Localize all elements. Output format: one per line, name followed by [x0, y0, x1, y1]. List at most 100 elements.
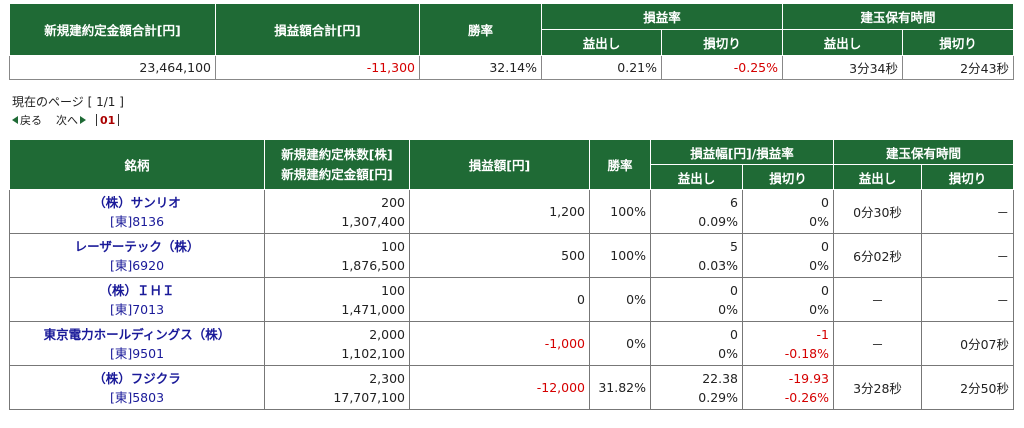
- summary-hold-profit: 3分34秒: [782, 55, 904, 80]
- stock-name-link[interactable]: 東京電力ホールディングス（株）: [43, 326, 231, 342]
- stock-code-link[interactable]: [東]6920: [109, 257, 165, 273]
- table-row: レーザーテック（株） [東]6920 100 1,876,500 500 100…: [9, 233, 1015, 278]
- triangle-right-icon: [80, 116, 86, 124]
- pl-value: 1,200: [409, 189, 590, 234]
- hold-profit-value: －: [833, 277, 922, 322]
- win-rate-value: 100%: [589, 189, 651, 234]
- amount-value: 1,307,400: [341, 213, 405, 229]
- header-detail-win-rate: 勝率: [589, 139, 651, 190]
- hold-loss-value: －: [920, 277, 1015, 322]
- pl-loss-cell: -19.93 -0.26%: [742, 365, 834, 410]
- header-detail-hold-loss: 損切り: [920, 164, 1015, 190]
- loss-width: 0: [821, 238, 829, 254]
- pl-loss-cell: -1 -0.18%: [742, 321, 834, 366]
- header-total-amount: 新規建約定金額合計[円]: [9, 3, 216, 56]
- qty-amount-cell: 100 1,471,000: [264, 277, 410, 322]
- amount-value: 1,471,000: [341, 301, 405, 317]
- pl-value: -1,000: [409, 321, 590, 366]
- prev-label: 戻る: [20, 114, 42, 127]
- pl-loss-cell: 0 0%: [742, 277, 834, 322]
- loss-rate: 0%: [809, 301, 829, 317]
- stock-name-link[interactable]: レーザーテック（株）: [74, 238, 200, 254]
- pl-value: 500: [409, 233, 590, 278]
- stock-code-link[interactable]: [東]5803: [109, 389, 165, 405]
- stock-code-link[interactable]: [東]7013: [109, 301, 165, 317]
- header-detail-hold-profit: 益出し: [833, 164, 922, 190]
- win-rate-value: 100%: [589, 233, 651, 278]
- loss-width: 0: [821, 194, 829, 210]
- profit-rate: 0.03%: [698, 257, 738, 273]
- hold-loss-value: 0分07秒: [920, 321, 1015, 366]
- stock-name-link[interactable]: （株）ＩＨＩ: [99, 282, 175, 298]
- header-pl-rate-loss: 損切り: [660, 29, 784, 56]
- page-separator-right: [118, 114, 120, 126]
- summary-total-pl: -11,300: [215, 55, 420, 80]
- table-row: （株）ＩＨＩ [東]7013 100 1,471,000 0 0% 0 0% 0…: [9, 277, 1015, 322]
- header-pl-width: 損益幅[円]/損益率: [650, 139, 834, 165]
- qty-value: 100: [381, 238, 405, 254]
- loss-width: 0: [821, 282, 829, 298]
- stock-code-link[interactable]: [東]9501: [109, 345, 165, 361]
- hold-profit-value: 6分02秒: [833, 233, 922, 278]
- hold-profit-value: 0分30秒: [833, 189, 922, 234]
- loss-rate: -0.26%: [784, 389, 829, 405]
- qty-amount-cell: 100 1,876,500: [264, 233, 410, 278]
- page-number-link[interactable]: 01: [100, 113, 116, 127]
- profit-width: 22.38: [702, 370, 738, 386]
- loss-rate: -0.18%: [784, 345, 829, 361]
- loss-width: -1: [816, 326, 829, 342]
- win-rate-value: 0%: [589, 277, 651, 322]
- header-hold-profit: 益出し: [782, 29, 904, 56]
- pl-profit-cell: 0 0%: [650, 277, 743, 322]
- prev-link[interactable]: 戻る: [12, 112, 42, 128]
- profit-width: 0: [730, 282, 738, 298]
- qty-value: 200: [381, 194, 405, 210]
- summary-pl-rate-profit: 0.21%: [541, 55, 662, 80]
- loss-width: -19.93: [788, 370, 829, 386]
- header-pl: 損益額[円]: [409, 139, 590, 190]
- win-rate-value: 31.82%: [589, 365, 651, 410]
- profit-rate: 0.09%: [698, 213, 738, 229]
- summary-pl-rate-loss: -0.25%: [660, 55, 784, 80]
- stock-cell: レーザーテック（株） [東]6920: [9, 233, 265, 278]
- pl-profit-cell: 6 0.09%: [650, 189, 743, 234]
- header-amount: 新規建約定金額[円]: [281, 166, 393, 182]
- pl-profit-cell: 22.38 0.29%: [650, 365, 743, 410]
- stock-name-link[interactable]: （株）フジクラ: [93, 370, 181, 386]
- stock-cell: （株）サンリオ [東]8136: [9, 189, 265, 234]
- summary-table: 新規建約定金額合計[円] 損益額合計[円] 勝率 損益率 建玉保有時間 益出し …: [9, 3, 1015, 80]
- profit-rate: 0%: [718, 301, 738, 317]
- profit-width: 5: [730, 238, 738, 254]
- header-stock: 銘柄: [9, 139, 265, 190]
- qty-value: 100: [381, 282, 405, 298]
- pl-value: 0: [409, 277, 590, 322]
- profit-width: 6: [730, 194, 738, 210]
- summary-hold-loss: 2分43秒: [902, 55, 1015, 80]
- win-rate-value: 0%: [589, 321, 651, 366]
- profit-rate: 0.29%: [698, 389, 738, 405]
- amount-value: 17,707,100: [333, 389, 405, 405]
- qty-amount-cell: 2,000 1,102,100: [264, 321, 410, 366]
- stock-name-link[interactable]: （株）サンリオ: [93, 194, 181, 210]
- stock-cell: （株）ＩＨＩ [東]7013: [9, 277, 265, 322]
- summary-total-amount: 23,464,100: [9, 55, 216, 80]
- qty-amount-cell: 200 1,307,400: [264, 189, 410, 234]
- stock-code-link[interactable]: [東]8136: [109, 213, 165, 229]
- hold-loss-value: －: [920, 189, 1015, 234]
- header-pl-rate-profit: 益出し: [541, 29, 662, 56]
- table-row: （株）フジクラ [東]5803 2,300 17,707,100 -12,000…: [9, 365, 1015, 410]
- pager: 戻る 次へ 01: [12, 112, 121, 128]
- profit-rate: 0%: [718, 345, 738, 361]
- hold-loss-value: －: [920, 233, 1015, 278]
- header-holding-time: 建玉保有時間: [782, 3, 1015, 30]
- qty-value: 2,000: [369, 326, 405, 342]
- page-indicator: 現在のページ [ 1/1 ]: [12, 95, 124, 109]
- header-qty: 新規建約定株数[株]: [281, 146, 393, 162]
- pl-profit-cell: 5 0.03%: [650, 233, 743, 278]
- pl-value: -12,000: [409, 365, 590, 410]
- table-row: 東京電力ホールディングス（株） [東]9501 2,000 1,102,100 …: [9, 321, 1015, 366]
- next-link[interactable]: 次へ: [56, 112, 86, 128]
- hold-loss-value: 2分50秒: [920, 365, 1015, 410]
- triangle-left-icon: [12, 116, 18, 124]
- summary-row: 23,464,100 -11,300 32.14% 0.21% -0.25% 3…: [9, 55, 1015, 80]
